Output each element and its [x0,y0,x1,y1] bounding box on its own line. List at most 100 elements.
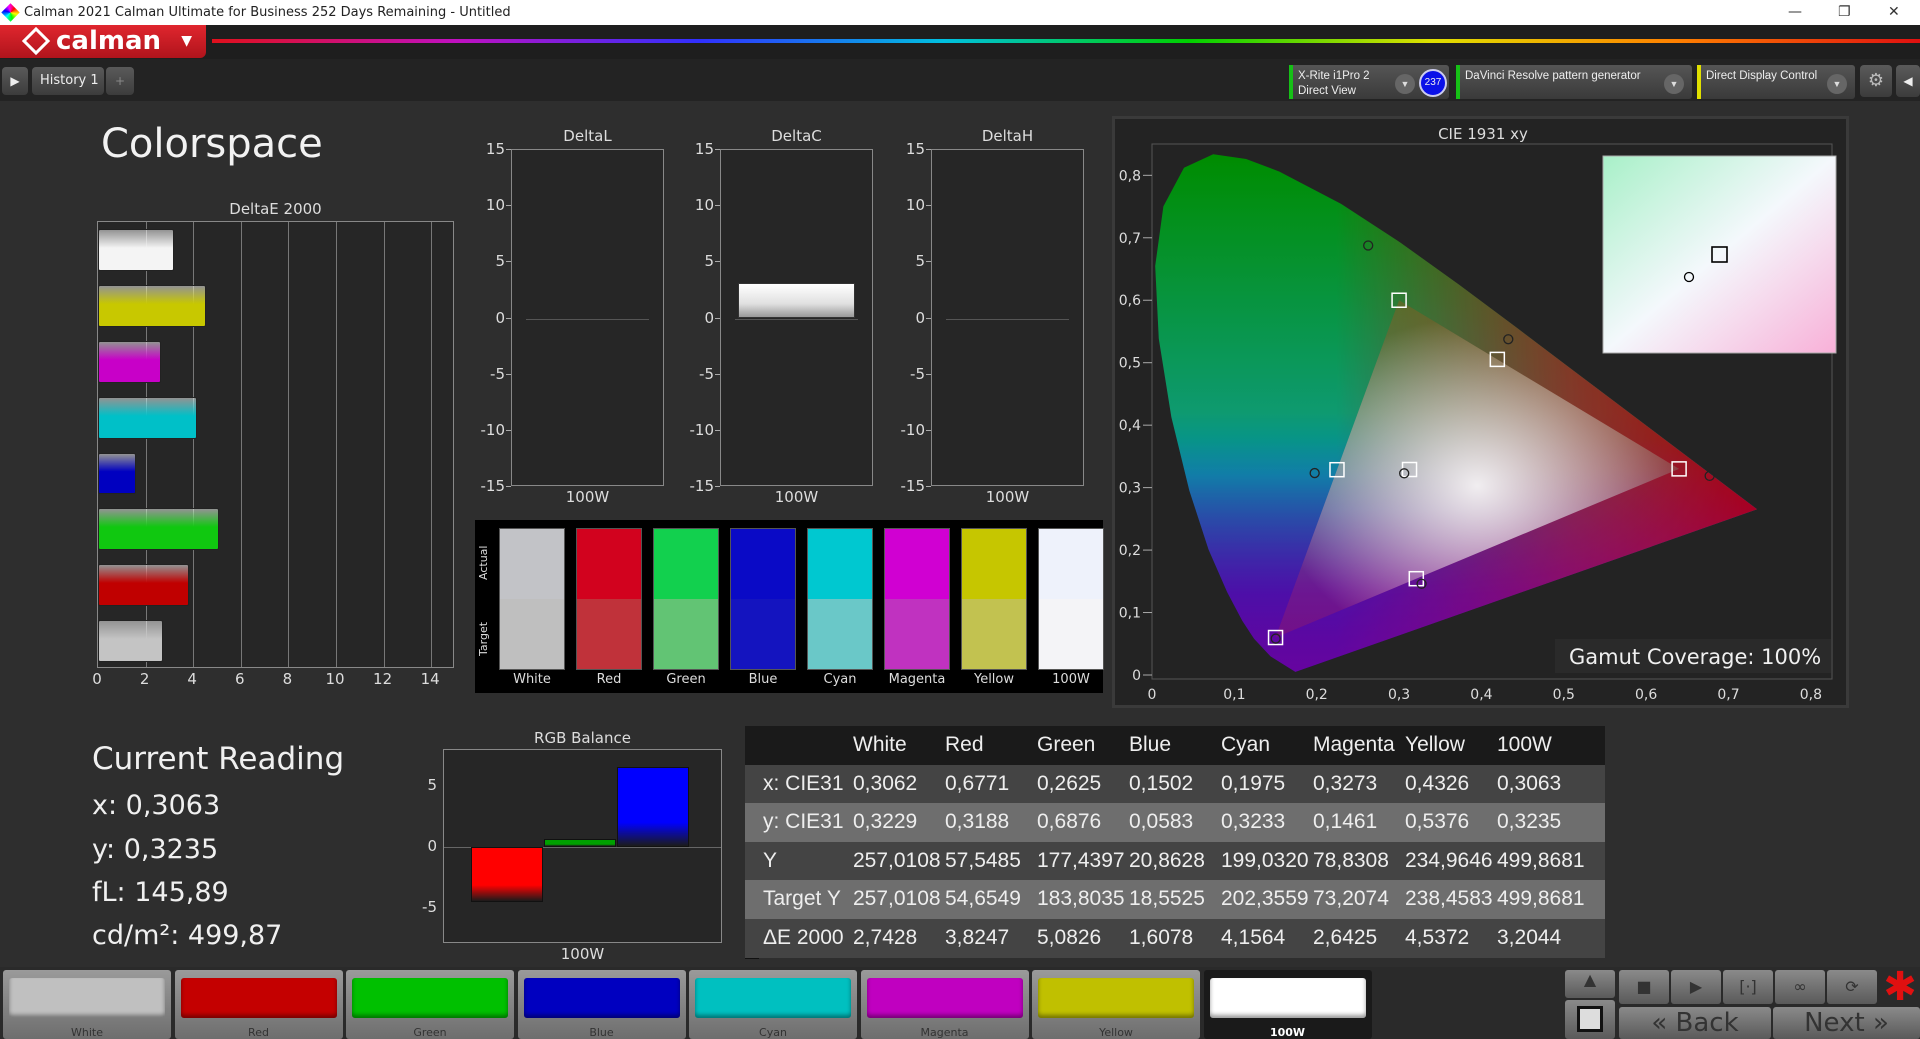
patch-button-blue[interactable]: Blue [517,970,686,1039]
table-cell: 183,8035 [1037,887,1125,911]
tab-history-1[interactable]: History 1 [32,67,104,95]
swatch-white [499,528,565,670]
patch-button-red[interactable]: Red [174,970,343,1039]
table-cell: 57,5485 [945,848,1021,872]
gridline [383,222,385,667]
row-label: y: CIE31 [763,810,844,834]
table-cell: 4,5372 [1405,926,1470,949]
tick-mark [715,205,720,207]
gridline [431,222,433,667]
y-tick-label: 0,8 [1119,168,1141,184]
y-tick-label: 0,7 [1119,231,1141,247]
next-button[interactable]: Next » [1773,1007,1920,1039]
display-control-selector[interactable]: Direct Display Control ▼ [1697,65,1855,99]
bottom-bar: White Red Green Blue Cyan Magenta Yellow 100W ▲… [0,967,1920,1039]
asterisk-icon[interactable]: ✱ [1883,964,1917,1010]
column-header: Green [1037,733,1096,756]
close-button[interactable]: ✕ [1888,4,1900,20]
meter-badge[interactable]: 237 [1419,69,1447,97]
play-sidebar-button[interactable]: ▶ [2,67,28,95]
patch-color [695,978,851,1018]
y-tick-label: 15 [485,140,505,158]
gamut-coverage: Gamut Coverage: 100% [1569,645,1821,669]
stop-toggle-button[interactable] [1565,1000,1615,1039]
target-marker-blue [1267,629,1284,646]
restore-button[interactable]: ❐ [1838,4,1851,20]
refresh-icon[interactable]: ⟳ [1827,970,1877,1004]
loop-icon[interactable]: ∞ [1775,970,1825,1004]
stop-icon[interactable]: ■ [1619,970,1669,1004]
chevron-down-icon: ▼ [1395,74,1415,94]
tick-mark [926,486,931,487]
swatch-comparison-panel: Actual Target White Red Green Blue Cyan Magen… [475,520,1104,693]
y-tick-label: 0,5 [1119,356,1141,372]
cie-1931-chart: CIE 1931 xy 0 0,1 0,2 0,3 0,4 0,5 0,6 0,7 0,8 0 0,1… [1112,116,1849,708]
table-cell: 0,3229 [853,810,918,834]
y-tick-label: -10 [480,420,506,439]
patch-color [352,978,508,1018]
table-cell: 2,6425 [1313,926,1378,949]
pattern-generator-selector[interactable]: DaVinci Resolve pattern generator ▼ [1456,65,1692,99]
patch-button-green[interactable]: Green [346,970,514,1039]
row-label: Y [763,848,778,872]
y-tick-label: 0 [915,308,925,327]
table-cell: 2,7428 [853,926,918,949]
play-icon[interactable]: ▶ [1671,970,1721,1004]
row-label: Target Y [763,887,841,911]
table-cell: 499,8681 [1497,848,1585,872]
patch-color [523,978,680,1018]
patch-button-yellow[interactable]: Yellow [1032,970,1200,1039]
x-tick-label: 0,5 [1553,687,1575,703]
table-cell: 0,3063 [1497,771,1562,795]
patch-button-magenta[interactable]: Magenta [860,970,1029,1039]
y-tick-label: 0,3 [1119,481,1141,497]
target-marker-red [1671,461,1687,477]
back-button[interactable]: « Back [1619,1007,1771,1039]
table-cell: 3,8247 [945,926,1010,949]
target-color [654,599,718,669]
add-tab-button[interactable]: + [106,67,134,95]
target-color [808,599,872,669]
page-title: Colorspace [101,121,323,167]
inset-measured-point [1683,271,1695,283]
table-cell: 0,2625 [1037,771,1102,795]
patch-button-100w[interactable]: 100W [1203,970,1372,1039]
tick-mark [715,429,720,431]
deltae-bar-white [98,620,164,662]
tick-mark [715,261,720,263]
table-cell: 4,1564 [1221,926,1286,949]
gear-icon[interactable]: ⚙ [1860,65,1892,97]
target-marker-green [1391,292,1407,308]
reading-fl: fL: 145,89 [92,877,229,908]
patch-button-cyan[interactable]: Cyan [689,970,857,1039]
step-icon[interactable]: [·] [1723,970,1773,1004]
y-tick-label: 10 [905,196,925,215]
scroll-up-button[interactable]: ▲ [1565,970,1615,998]
x-tick-label: 0,3 [1388,687,1410,703]
x-tick-label: 0 [92,670,102,688]
patch-label: Blue [589,1026,614,1039]
y-tick-label: 5 [704,252,714,271]
minimize-button[interactable]: — [1788,4,1802,20]
collapse-panel-button[interactable]: ◀ [1896,65,1920,97]
swatch-cyan [807,528,873,670]
meter-selector[interactable]: X-Rite i1Pro 2 Direct View ▼ 237 [1289,65,1449,99]
gamut-coverage-bg [1555,639,1831,673]
table-row: Target Y 257,0108 54,6549 183,8035 18,5525 20… [745,880,1605,919]
table-cell: 177,4397 [1037,848,1125,872]
zero-line [526,318,649,320]
swatch-blue [730,528,796,670]
table-cell: 1,6078 [1129,926,1194,949]
y-tick-label: 0,6 [1119,293,1141,309]
patch-button-white[interactable]: White [3,970,171,1039]
actual-color [577,529,641,599]
chart-title: RGB Balance [534,729,631,747]
deltal-plot [511,149,664,486]
deltae-bar-green [98,508,219,551]
patch-label: Red [248,1026,269,1039]
calman-menu-button[interactable]: calman ▼ [0,25,206,58]
chart-title: DeltaH [981,127,1034,145]
chevron-down-icon: ▼ [1664,74,1684,94]
table-cell: 0,6771 [945,771,1010,795]
measured-point-blue [1270,633,1281,644]
